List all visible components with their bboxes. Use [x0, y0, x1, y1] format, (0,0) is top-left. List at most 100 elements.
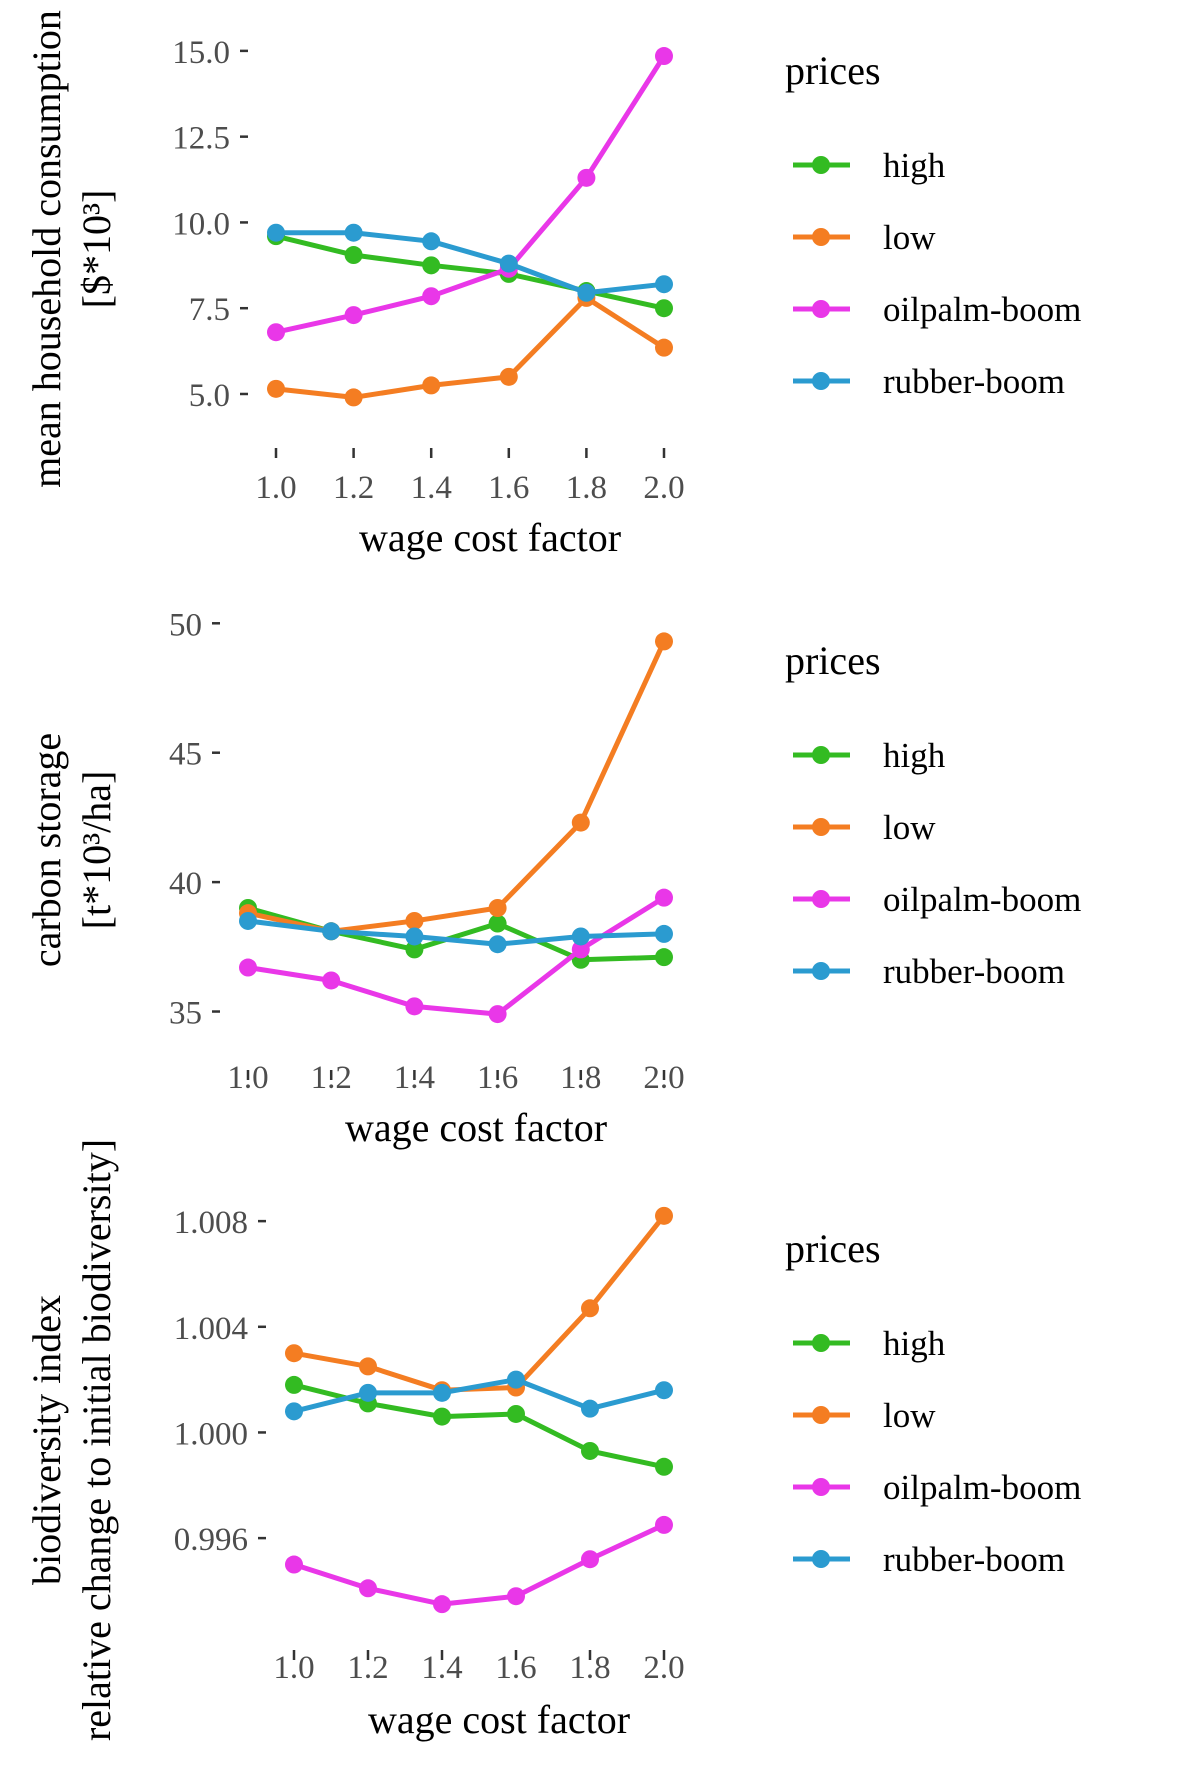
legend-key-point [812, 300, 830, 318]
y-axis-title-line-2: relative change to initial biodiversity] [74, 1139, 119, 1741]
data-point-oilpalm-boom [359, 1579, 377, 1598]
y-axis-title-line-2: [t*10³/ha] [74, 771, 119, 930]
data-point-high [285, 1375, 303, 1394]
legend-label-oilpalm-boom: oilpalm-boom [883, 290, 1081, 329]
x-tick-label: 1.8 [560, 1060, 601, 1096]
data-point-rubber-boom [571, 927, 590, 946]
data-point-rubber-boom [285, 1402, 303, 1421]
data-point-low [359, 1357, 377, 1376]
legend-key-point [812, 890, 830, 908]
data-point-rubber-boom [507, 1370, 525, 1389]
x-axis-title: wage cost factor [345, 1105, 607, 1150]
data-point-rubber-boom [655, 1381, 673, 1400]
legend-label-low: low [883, 1396, 936, 1435]
data-point-oilpalm-boom [344, 306, 363, 325]
x-tick-label: 1.2 [347, 1650, 388, 1686]
x-tick-label: 2.0 [643, 1650, 684, 1686]
legend-label-low: low [883, 218, 936, 257]
series-line-oilpalm-boom [293, 1522, 666, 1607]
legend-label-rubber-boom: rubber-boom [883, 362, 1065, 401]
legend-key-point [812, 1478, 830, 1496]
y-tick-label: 12.5 [172, 121, 230, 157]
data-point-oilpalm-boom [405, 997, 424, 1016]
data-point-high [655, 299, 673, 318]
x-tick-label: 1.8 [569, 1650, 610, 1686]
legend-key-point [812, 962, 830, 980]
data-point-rubber-boom [344, 223, 363, 242]
series-line-oilpalm-boom [247, 895, 666, 1017]
y-tick-label: 5.0 [189, 378, 230, 414]
data-point-oilpalm-boom [577, 168, 596, 187]
y-axis-title-line-1: carbon storage [24, 733, 69, 967]
legend-label-high: high [883, 146, 946, 185]
series-line-high [293, 1382, 665, 1470]
data-point-rubber-boom [422, 232, 441, 251]
data-point-oilpalm-boom [655, 1515, 673, 1534]
series-line-low [275, 295, 666, 400]
series-line-low [293, 1214, 666, 1393]
legend-label-rubber-boom: rubber-boom [883, 1540, 1065, 1579]
legend-label-oilpalm-boom: oilpalm-boom [883, 880, 1081, 919]
x-tick-label: 1.4 [421, 1650, 462, 1686]
x-tick-label: 2.0 [643, 470, 684, 506]
data-point-high [422, 256, 441, 275]
data-point-oilpalm-boom [581, 1550, 599, 1569]
series-line-oilpalm-boom [275, 54, 667, 335]
data-point-low [655, 1206, 673, 1225]
data-point-oilpalm-boom [322, 971, 341, 990]
y-tick-label: 50 [169, 607, 202, 643]
x-tick-label: 1.6 [495, 1650, 536, 1686]
legend-key-point [812, 1334, 830, 1352]
data-point-rubber-boom [359, 1383, 377, 1402]
data-point-oilpalm-boom [655, 888, 673, 907]
data-point-high [405, 940, 424, 959]
x-tick-label: 1.0 [273, 1650, 314, 1686]
data-point-low [405, 911, 424, 930]
y-tick-label: 35 [169, 996, 202, 1032]
chart-panel-1: 5.0 7.5 10.0 12.5 15.0 1.0 1.2 1.4 1.6 1.8 2.0 wage… [24, 10, 1081, 560]
y-tick-label: 10.0 [172, 206, 230, 242]
legend: prices high low oilpalm-boom rubber-boom [785, 1226, 1081, 1579]
x-tick-label: 1.0 [227, 1060, 268, 1096]
x-tick-label: 1.6 [477, 1060, 518, 1096]
data-point-oilpalm-boom [422, 287, 441, 306]
legend-key-point [812, 1406, 830, 1424]
legend-label-oilpalm-boom: oilpalm-boom [883, 1468, 1081, 1507]
y-axis-title-line-1: mean household consumption [24, 10, 69, 488]
data-point-low [571, 813, 590, 832]
data-point-rubber-boom [655, 275, 673, 294]
legend-label-rubber-boom: rubber-boom [883, 952, 1065, 991]
data-point-oilpalm-boom [433, 1595, 451, 1614]
data-point-oilpalm-boom [285, 1555, 303, 1574]
data-point-low [422, 376, 441, 395]
data-point-oilpalm-boom [571, 940, 590, 959]
data-point-rubber-boom [499, 254, 518, 273]
x-tick-label: 1.4 [394, 1060, 435, 1096]
legend-title: prices [785, 638, 881, 683]
data-point-rubber-boom [577, 283, 596, 302]
data-point-high [655, 948, 673, 967]
series-line-low [247, 640, 667, 934]
y-axis-title-line-1: biodiversity index [24, 1295, 69, 1585]
data-point-rubber-boom [322, 922, 341, 941]
legend-key-point [812, 372, 830, 390]
series-line-rubber-boom [293, 1377, 665, 1414]
data-point-rubber-boom [488, 935, 507, 954]
data-point-low [499, 367, 518, 386]
x-tick-label: 2.0 [643, 1060, 684, 1096]
legend-key-point [812, 1550, 830, 1568]
legend-label-low: low [883, 808, 936, 847]
data-point-rubber-boom [405, 927, 424, 946]
series-line-high [275, 233, 665, 311]
series-line-rubber-boom [276, 230, 665, 296]
data-point-oilpalm-boom [655, 47, 673, 66]
y-tick-label: 15.0 [172, 35, 230, 71]
data-point-oilpalm-boom [507, 1587, 525, 1606]
data-point-oilpalm-boom [239, 958, 257, 977]
chart-panel-3: 0.996 1.000 1.004 1.008 1.0 1.2 1.4 1.6 1.8 2.0 wa… [24, 1139, 1081, 1742]
x-tick-label: 1.0 [255, 470, 296, 506]
x-tick-label: 1.2 [311, 1060, 352, 1096]
data-point-rubber-boom [655, 924, 673, 943]
data-point-oilpalm-boom [267, 323, 285, 342]
